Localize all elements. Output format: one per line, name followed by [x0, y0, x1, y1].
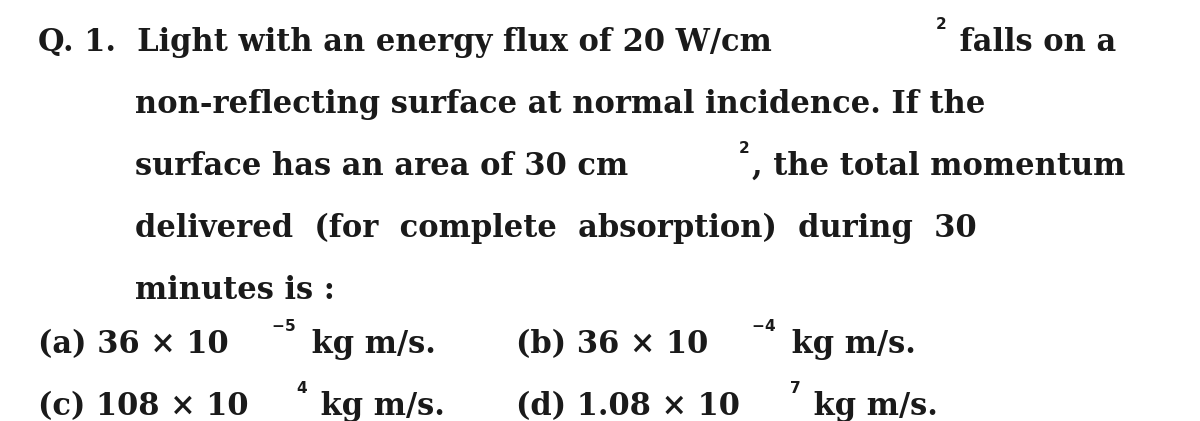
- Text: (d) 1.08 × 10: (d) 1.08 × 10: [516, 391, 739, 421]
- Text: (a) 36 × 10: (a) 36 × 10: [38, 329, 229, 360]
- Text: (b) 36 × 10: (b) 36 × 10: [516, 329, 708, 360]
- Text: surface has an area of 30 cm: surface has an area of 30 cm: [134, 151, 628, 182]
- Text: non-reflecting surface at normal incidence. If the: non-reflecting surface at normal inciden…: [134, 89, 985, 120]
- Text: $^{\mathbf{4}}$: $^{\mathbf{4}}$: [295, 381, 307, 404]
- Text: $^{\mathbf{-5}}$: $^{\mathbf{-5}}$: [271, 320, 296, 342]
- Text: (c) 108 × 10: (c) 108 × 10: [38, 391, 248, 421]
- Text: delivered  (for  complete  absorption)  during  30: delivered (for complete absorption) duri…: [134, 213, 977, 244]
- Text: kg m/s.: kg m/s.: [311, 391, 445, 421]
- Text: , the total momentum: , the total momentum: [751, 151, 1126, 182]
- Text: Q. 1.  Light with an energy flux of 20 W/cm: Q. 1. Light with an energy flux of 20 W/…: [38, 27, 772, 59]
- Text: kg m/s.: kg m/s.: [804, 391, 938, 421]
- Text: falls on a: falls on a: [949, 27, 1116, 59]
- Text: $^{\mathbf{2}}$: $^{\mathbf{2}}$: [935, 18, 947, 40]
- Text: $^{\mathbf{2}}$: $^{\mathbf{2}}$: [738, 141, 749, 164]
- Text: $^{\mathbf{-4}}$: $^{\mathbf{-4}}$: [750, 320, 775, 342]
- Text: $^{\mathbf{7}}$: $^{\mathbf{7}}$: [790, 381, 800, 404]
- Text: kg m/s.: kg m/s.: [781, 329, 916, 360]
- Text: minutes is :: minutes is :: [134, 274, 335, 306]
- Text: kg m/s.: kg m/s.: [301, 329, 437, 360]
